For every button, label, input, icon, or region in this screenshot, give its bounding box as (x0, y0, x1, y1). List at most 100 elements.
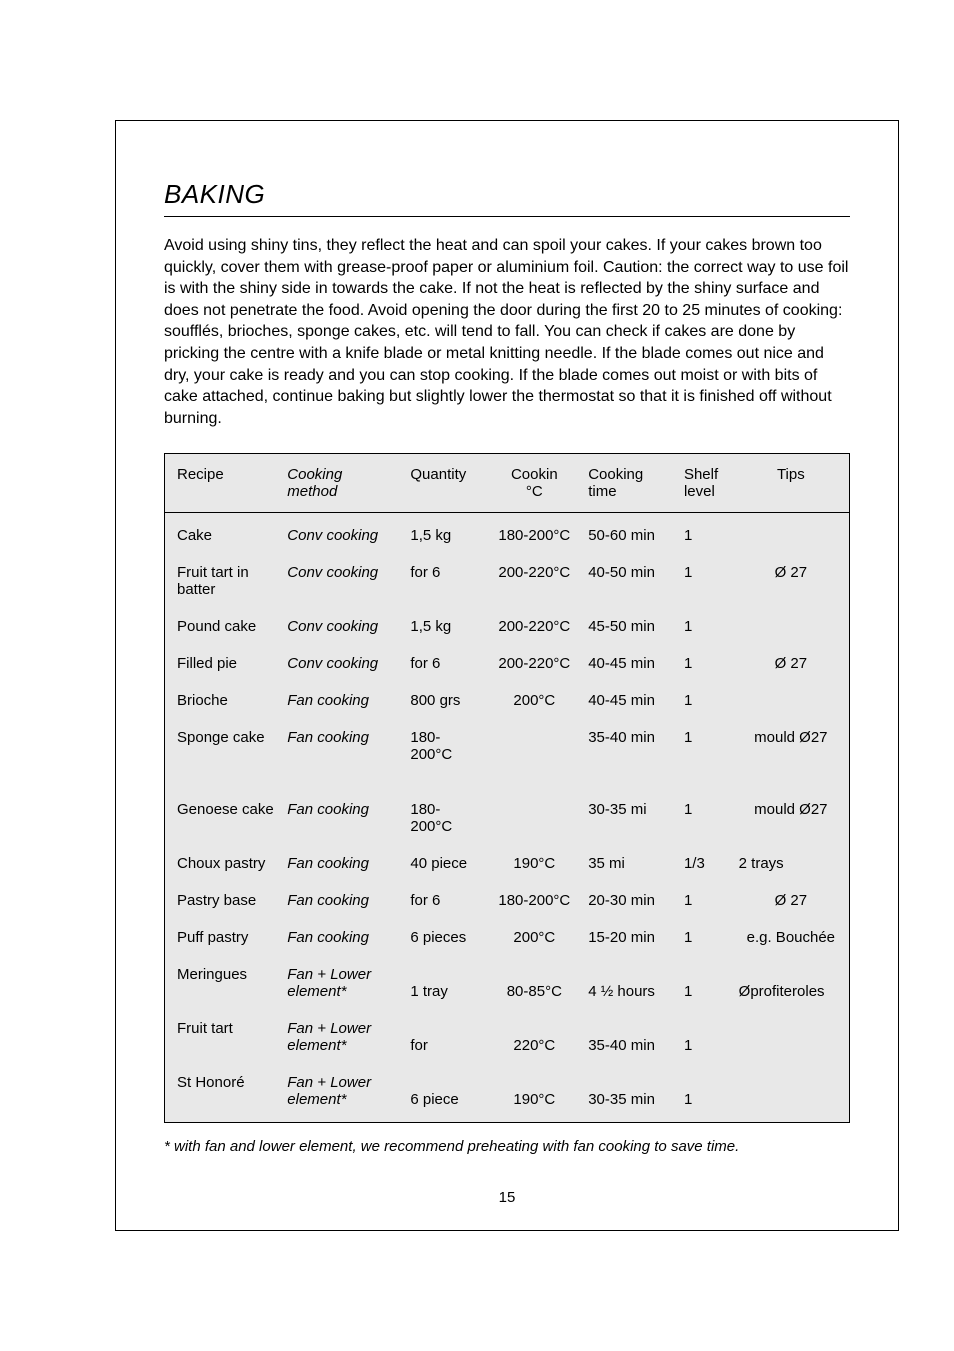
cell-qty: for 6 (404, 554, 486, 608)
header-temp: Cookin °C (486, 454, 582, 513)
header-time-l2: time (588, 483, 616, 500)
header-method-l2: method (287, 483, 337, 500)
cell-method: Fan + Lower element* (281, 956, 404, 1010)
cell-tips (733, 682, 849, 719)
table-row: Filled pie Conv cooking for 6 200-220°C … (165, 645, 849, 682)
cell-tips (733, 608, 849, 645)
cell-shelf: 1 (678, 608, 733, 645)
title-rule (164, 216, 850, 217)
header-recipe: Recipe (165, 454, 281, 513)
header-quantity: Quantity (404, 454, 486, 513)
cell-time: 30-35 min (582, 1064, 678, 1122)
cell-shelf: 1 (678, 554, 733, 608)
cell-method: Fan cooking (281, 882, 404, 919)
cell-recipe: St Honoré (165, 1064, 281, 1122)
cell-time: 50-60 min (582, 513, 678, 555)
page-number: 15 (116, 1189, 898, 1206)
table-header-row: Recipe Cooking method Quantity Cookin °C… (165, 454, 849, 513)
cell-time: 30-35 mi (582, 773, 678, 845)
cell-method: Fan cooking (281, 682, 404, 719)
cell-time: 35-40 min (582, 719, 678, 773)
cell-method: Fan cooking (281, 919, 404, 956)
cell-temp: 200-220°C (486, 645, 582, 682)
cell-temp: 200-220°C (486, 554, 582, 608)
cell-shelf: 1 (678, 882, 733, 919)
cell-time: 40-45 min (582, 682, 678, 719)
cell-temp: 190°C (486, 1064, 582, 1122)
cell-qty: 800 grs (404, 682, 486, 719)
cell-recipe: Sponge cake (165, 719, 281, 773)
cell-recipe: Puff pastry (165, 919, 281, 956)
header-time: Cooking time (582, 454, 678, 513)
cell-temp (486, 719, 582, 773)
cell-temp: 180-200°C (486, 882, 582, 919)
cell-temp: 200-220°C (486, 608, 582, 645)
header-method-l1: Cooking (287, 466, 342, 483)
cell-tips: Ø 27 (733, 645, 849, 682)
header-time-l1: Cooking (588, 466, 643, 483)
cell-tips: mould Ø27 (733, 773, 849, 845)
cell-method: Conv cooking (281, 513, 404, 555)
cell-shelf: 1 (678, 513, 733, 555)
cell-time: 45-50 min (582, 608, 678, 645)
cell-time: 40-45 min (582, 645, 678, 682)
header-temp-l1: Cookin (511, 466, 558, 483)
footnote: * with fan and lower element, we recomme… (164, 1137, 850, 1157)
cell-shelf: 1 (678, 956, 733, 1010)
cell-tips: mould Ø27 (733, 719, 849, 773)
cell-tips: Ø 27 (733, 882, 849, 919)
cell-shelf: 1 (678, 682, 733, 719)
table-row: Fruit tart Fan + Lower element* for 220°… (165, 1010, 849, 1064)
cell-time: 35-40 min (582, 1010, 678, 1064)
cell-method: Fan + Lower element* (281, 1064, 404, 1122)
cell-recipe: Fruit tart (165, 1010, 281, 1064)
cell-qty: 180-200°C (404, 719, 486, 773)
table-row: Fruit tart in batter Conv cooking for 6 … (165, 554, 849, 608)
cell-shelf: 1 (678, 1010, 733, 1064)
cell-temp: 180-200°C (486, 513, 582, 555)
cell-time: 15-20 min (582, 919, 678, 956)
baking-table: Recipe Cooking method Quantity Cookin °C… (165, 454, 849, 1122)
cell-temp: 200°C (486, 682, 582, 719)
cell-time: 4 ½ hours (582, 956, 678, 1010)
cell-qty: for 6 (404, 882, 486, 919)
cell-qty: 180-200°C (404, 773, 486, 845)
table-row: Puff pastry Fan cooking 6 pieces 200°C 1… (165, 919, 849, 956)
cell-qty: 1,5 kg (404, 608, 486, 645)
cell-recipe: Genoese cake (165, 773, 281, 845)
header-shelf-l1: Shelf (684, 466, 718, 483)
cell-qty: 40 piece (404, 845, 486, 882)
cell-tips (733, 1010, 849, 1064)
cell-shelf: 1 (678, 773, 733, 845)
table-row: Choux pastry Fan cooking 40 piece 190°C … (165, 845, 849, 882)
cell-recipe: Cake (165, 513, 281, 555)
table-row: Brioche Fan cooking 800 grs 200°C 40-45 … (165, 682, 849, 719)
cell-temp: 220°C (486, 1010, 582, 1064)
cell-temp: 80-85°C (486, 956, 582, 1010)
cell-tips: e.g. Bouchée (733, 919, 849, 956)
cell-qty: 1,5 kg (404, 513, 486, 555)
cell-shelf: 1 (678, 645, 733, 682)
cell-time: 35 mi (582, 845, 678, 882)
cell-shelf: 1 (678, 1064, 733, 1122)
cell-method: Fan cooking (281, 845, 404, 882)
cell-time: 20-30 min (582, 882, 678, 919)
section-title: BAKING (164, 179, 850, 210)
table-row: St Honoré Fan + Lower element* 6 piece 1… (165, 1064, 849, 1122)
cell-tips: Øprofiteroles (733, 956, 849, 1010)
cell-tips: Ø 27 (733, 554, 849, 608)
cell-temp: 200°C (486, 919, 582, 956)
header-shelf: Shelf level (678, 454, 733, 513)
cell-method: Conv cooking (281, 608, 404, 645)
cell-shelf: 1 (678, 719, 733, 773)
cell-temp (486, 773, 582, 845)
cell-method: Fan cooking (281, 773, 404, 845)
intro-paragraph: Avoid using shiny tins, they reflect the… (164, 235, 850, 429)
table-row: Pound cake Conv cooking 1,5 kg 200-220°C… (165, 608, 849, 645)
cell-qty: 6 piece (404, 1064, 486, 1122)
cell-method: Fan cooking (281, 719, 404, 773)
cell-method: Conv cooking (281, 645, 404, 682)
table-row: Genoese cake Fan cooking 180-200°C 30-35… (165, 773, 849, 845)
cell-shelf: 1/3 (678, 845, 733, 882)
cell-recipe: Brioche (165, 682, 281, 719)
